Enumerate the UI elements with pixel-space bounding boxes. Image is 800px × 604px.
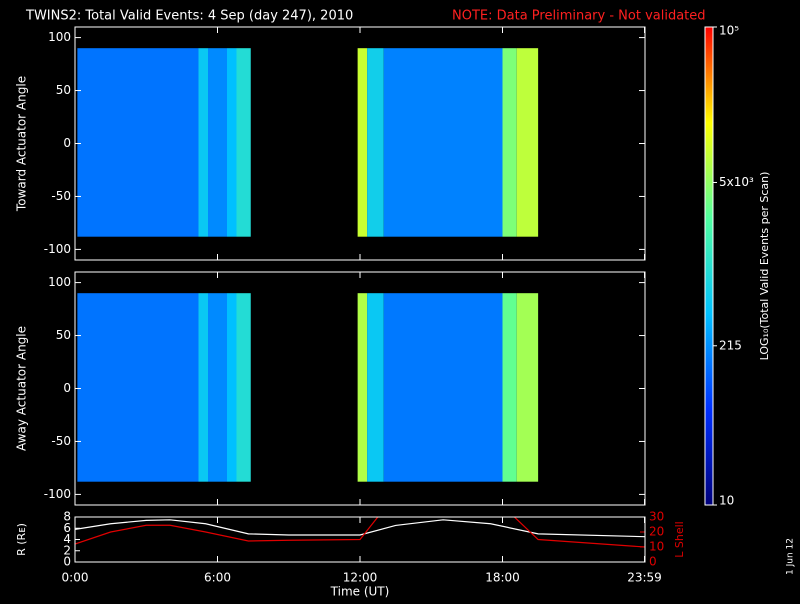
colorbar-tick-label: 10⁵: [719, 24, 739, 38]
heatmap-cell: [502, 293, 517, 482]
heatmap-cell: [236, 48, 251, 237]
colorbar-tick-label: 215: [719, 338, 742, 352]
heatmap-cell: [236, 293, 251, 482]
y2-tick-label: 20: [649, 525, 664, 539]
y-axis-label: R (Rᴇ): [15, 523, 28, 556]
x-tick-label: 6:00: [204, 571, 231, 585]
y-tick-label: 8: [63, 510, 71, 524]
colorbar-tick-label: 5x10³: [719, 175, 754, 189]
y-tick-label: 0: [63, 555, 71, 569]
heatmap-cell: [208, 293, 227, 482]
colorbar-tick-label: 10: [719, 494, 734, 508]
y-axis-label: Away Actuator Angle: [15, 326, 29, 451]
heatmap-cell: [227, 293, 237, 482]
y-tick-label: 4: [63, 532, 71, 546]
colorbar-label: LOG₁₀(Total Valid Events per Scan): [758, 172, 771, 361]
y-tick-label: 100: [48, 30, 71, 44]
y-tick-label: 50: [56, 83, 71, 97]
x-tick-label: 23:59: [627, 571, 662, 585]
y2-axis-label: L Shell: [673, 521, 686, 557]
line-series: [75, 517, 645, 548]
heatmap-cell: [77, 293, 199, 482]
y-tick-label: -100: [44, 487, 71, 501]
heatmap-cell: [357, 293, 368, 482]
heatmap-cell: [357, 48, 368, 237]
x-axis-label: Time (UT): [330, 585, 390, 599]
x-tick-label: 12:00: [343, 571, 378, 585]
heatmap-cell: [227, 48, 237, 237]
footer-date: 1 Jun 12: [786, 538, 796, 575]
note: NOTE: Data Preliminary - Not validated: [452, 9, 706, 24]
y-tick-label: -50: [51, 434, 71, 448]
x-tick-label: 0:00: [62, 571, 89, 585]
y2-tick-label: 0: [649, 555, 657, 569]
heatmap-cell: [516, 293, 539, 482]
y-tick-label: 100: [48, 275, 71, 289]
heatmap-cell: [516, 48, 539, 237]
y-tick-label: 0: [63, 136, 71, 150]
heatmap-cell: [383, 293, 503, 482]
y-tick-label: 6: [63, 521, 71, 535]
y-axis-label: Toward Actuator Angle: [15, 76, 29, 212]
y2-tick-label: 30: [649, 510, 664, 524]
heatmap-cell: [198, 48, 208, 237]
title: TWINS2: Total Valid Events: 4 Sep (day 2…: [25, 9, 353, 24]
line-series: [75, 519, 645, 538]
colorbar: [704, 26, 714, 506]
y-tick-label: 50: [56, 328, 71, 342]
y-tick-label: -50: [51, 189, 71, 203]
heatmap-cell: [367, 293, 384, 482]
x-tick-label: 18:00: [485, 571, 520, 585]
heatmap-cell: [367, 48, 384, 237]
heatmap-cell: [208, 48, 227, 237]
y-tick-label: -100: [44, 242, 71, 256]
y-tick-label: 0: [63, 381, 71, 395]
heatmap-cell: [502, 48, 517, 237]
y-tick-label: 2: [63, 543, 71, 557]
y2-tick-label: 10: [649, 540, 664, 554]
heatmap-cell: [383, 48, 503, 237]
heatmap-cell: [198, 293, 208, 482]
heatmap-cell: [77, 48, 199, 237]
